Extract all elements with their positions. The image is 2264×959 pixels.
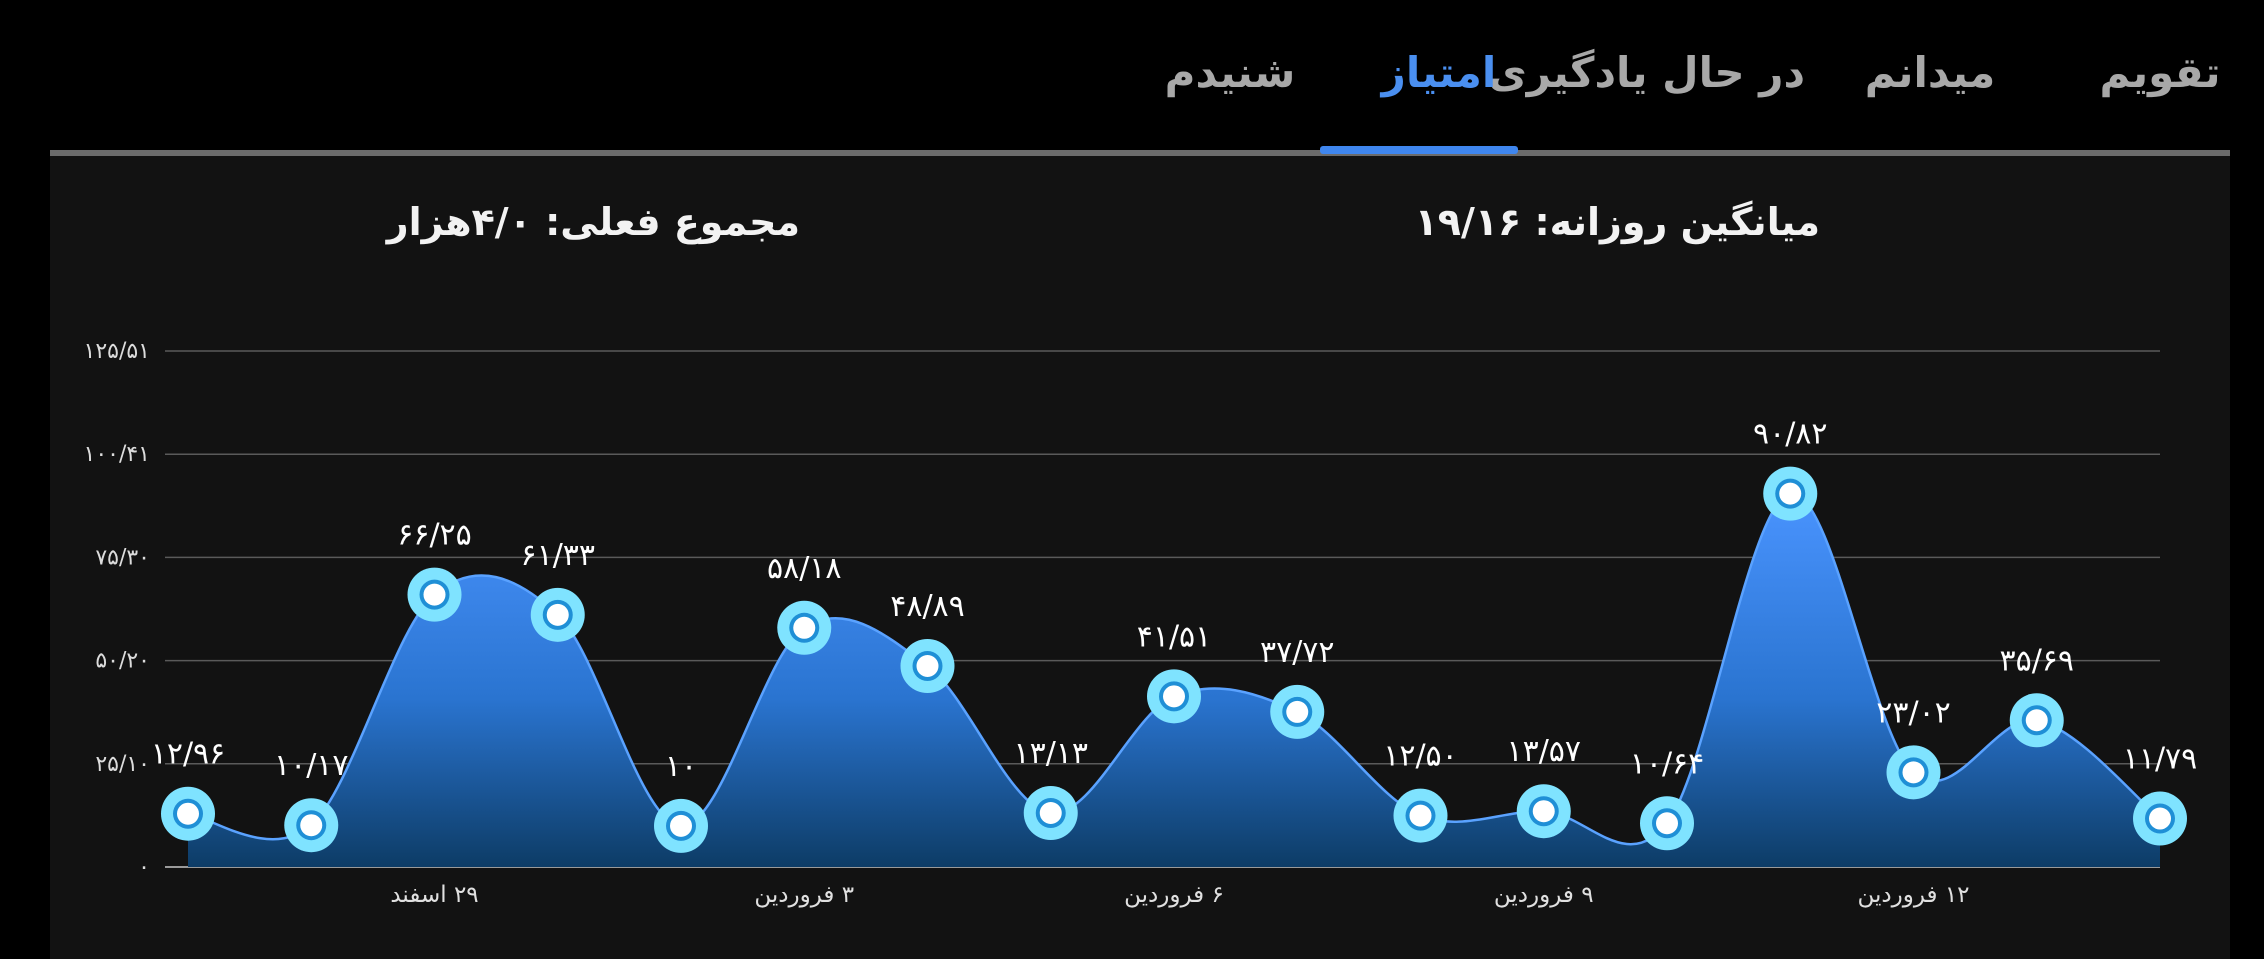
- data-label: ۶۶/۲۵: [397, 518, 472, 553]
- data-point-14: [1886, 745, 1941, 800]
- data-point-13: [1763, 466, 1818, 521]
- y-tick-label: ۲۵/۱۰: [95, 752, 150, 777]
- data-label: ۱۱/۷۹: [2123, 742, 2198, 777]
- data-label: ۱۲/۵۰: [1383, 739, 1458, 774]
- marker-dot: [300, 814, 323, 837]
- y-tick-label: ۵۰/۲۰: [95, 649, 150, 674]
- data-point-0: [161, 786, 215, 841]
- data-point-1: [284, 798, 339, 853]
- data-point-16: [2133, 791, 2187, 846]
- marker-dot: [1039, 802, 1062, 825]
- x-tick-label: ۹ فروردین: [1494, 882, 1594, 908]
- data-label: ۴۸/۸۹: [890, 589, 965, 624]
- y-tick-label: ۱۲۵/۵۱: [84, 339, 151, 364]
- x-tick-label: ۱۲ فروردین: [1857, 882, 1969, 908]
- daily-average: میانگین روزانه: ۱۹/۱۶: [1414, 200, 1820, 244]
- x-axis-ticks: ۲۹ اسفند ۳ فروردین ۶ فروردین ۹ فروردین ۱۲ فر…: [390, 882, 1969, 908]
- data-label: ۱۳/۱۳: [1013, 736, 1088, 771]
- data-point-6: [900, 639, 955, 694]
- marker-dot: [1779, 482, 1802, 505]
- x-tick-label: ۶ فروردین: [1124, 882, 1224, 908]
- data-point-7: [1023, 786, 1078, 841]
- tab-bar: تقویم میدانم در حال یادگیری امتیاز شنیدم: [50, 0, 2230, 155]
- active-tab-indicator: [1320, 146, 1518, 154]
- data-point-5: [777, 600, 832, 655]
- tab-calendar[interactable]: تقویم: [2099, 48, 2221, 97]
- data-point-15: [2009, 693, 2064, 748]
- tab-heard[interactable]: شنیدم: [1164, 48, 1296, 97]
- marker-dot: [1409, 804, 1432, 827]
- data-label: ۱۰: [665, 749, 697, 784]
- marker-dot: [2149, 807, 2171, 830]
- data-point-2: [407, 567, 462, 622]
- data-point-9: [1270, 684, 1325, 739]
- tabs-divider: [50, 150, 2230, 156]
- marker-dot: [1163, 685, 1185, 708]
- data-point-8: [1147, 669, 1201, 724]
- marker-dot: [423, 583, 446, 606]
- marker-dot: [1532, 800, 1555, 823]
- marker-dot: [1286, 700, 1309, 723]
- marker-dot: [2025, 709, 2048, 732]
- data-point-3: [530, 587, 585, 642]
- data-point-4: [654, 798, 708, 853]
- data-label: ۱۰/۱۷: [274, 748, 349, 783]
- marker-dot: [1902, 761, 1925, 784]
- y-tick-label: ۱۰۰/۴۱: [84, 442, 151, 467]
- data-label: ۱۳/۵۷: [1506, 734, 1581, 769]
- marker-dot: [177, 802, 199, 825]
- marker-dot: [546, 603, 569, 626]
- tab-score[interactable]: امتیاز: [1381, 48, 1497, 97]
- y-axis-ticks: ۰ ۲۵/۱۰ ۵۰/۲۰ ۷۵/۳۰ ۱۰۰/۴۱ ۱۲۵/۵۱: [84, 339, 151, 880]
- current-total: مجموع فعلی: ۴/۰هزار: [386, 200, 800, 244]
- data-label: ۳۷/۷۲: [1260, 635, 1335, 670]
- y-tick-label: ۰: [138, 855, 150, 880]
- area-fill: [188, 493, 2160, 867]
- data-label: ۲۳/۰۲: [1876, 695, 1951, 730]
- data-label: ۳۵/۶۹: [1999, 643, 2074, 678]
- tab-i-know[interactable]: میدانم: [1864, 48, 1996, 97]
- data-point-12: [1640, 796, 1694, 851]
- marker-dot: [670, 814, 692, 837]
- x-tick-label: ۳ فروردین: [754, 882, 854, 908]
- data-point-11: [1516, 784, 1571, 839]
- data-label: ۶۱/۳۳: [520, 538, 595, 573]
- marker-dot: [793, 616, 816, 639]
- data-labels: ۱۲/۹۶ ۱۰/۱۷ ۶۶/۲۵ ۶۱/۳۳ ۱۰ ۵۸/۱۸ ۴۸/۸۹ ۱۳/۱۳ ۴۱/…: [151, 417, 2198, 784]
- marker-dot: [916, 655, 939, 678]
- data-label: ۴۱/۵۱: [1137, 619, 1212, 654]
- data-label: ۵۸/۱۸: [767, 551, 842, 586]
- y-tick-label: ۷۵/۳۰: [95, 545, 150, 570]
- data-point-10: [1393, 788, 1448, 843]
- data-markers: [161, 466, 2187, 853]
- data-label: ۱۲/۹۶: [151, 737, 226, 772]
- tab-learning[interactable]: در حال یادگیری: [1488, 48, 1805, 97]
- data-label: ۹۰/۸۲: [1753, 417, 1828, 452]
- data-label: ۱۰/۶۴: [1630, 746, 1705, 781]
- x-tick-label: ۲۹ اسفند: [390, 882, 478, 908]
- marker-dot: [1656, 812, 1678, 835]
